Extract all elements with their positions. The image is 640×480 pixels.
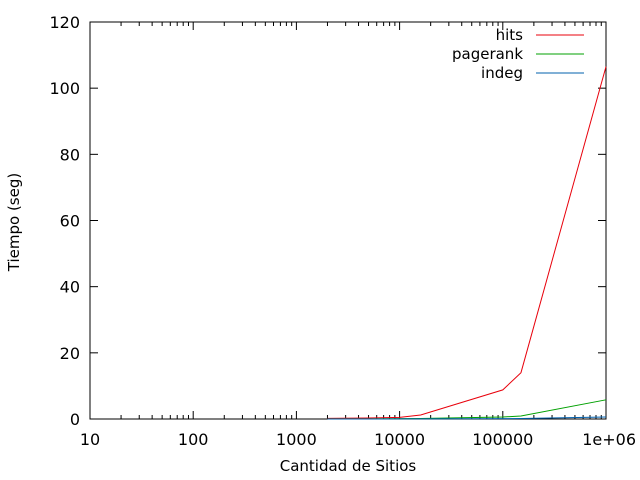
y-tick-label: 60 (60, 212, 80, 231)
y-axis-title: Tiempo (seg) (5, 173, 23, 272)
y-tick-label: 80 (60, 145, 80, 164)
x-tick-label: 100000 (472, 430, 533, 449)
x-tick-label: 100 (178, 430, 209, 449)
y-tick-label: 20 (60, 344, 80, 363)
y-tick-label: 120 (49, 13, 80, 32)
x-axis-title: Cantidad de Sitios (280, 457, 417, 475)
x-tick-label: 1e+06 (582, 430, 636, 449)
x-tick-label: 10000 (374, 430, 425, 449)
series-group (327, 66, 607, 420)
series-line-pagerank (327, 399, 607, 420)
legend-label-indeg: indeg (481, 64, 523, 82)
legend-label-hits: hits (496, 26, 524, 44)
tick-label-group: 0 20 40 60 80 100 120 10 100 1000 10000 100000 1e+06 (49, 13, 636, 449)
legend-label-pagerank: pagerank (452, 45, 523, 63)
x-tick-label: 1000 (276, 430, 317, 449)
series-line-indeg (327, 416, 607, 420)
x-tick-label: 10 (80, 430, 100, 449)
y-tick-label: 0 (70, 410, 80, 429)
y-tick-label: 40 (60, 278, 80, 297)
tick-group (89, 21, 607, 420)
series-line-hits (327, 66, 607, 419)
y-tick-label: 100 (49, 79, 80, 98)
plot-frame (89, 21, 607, 420)
